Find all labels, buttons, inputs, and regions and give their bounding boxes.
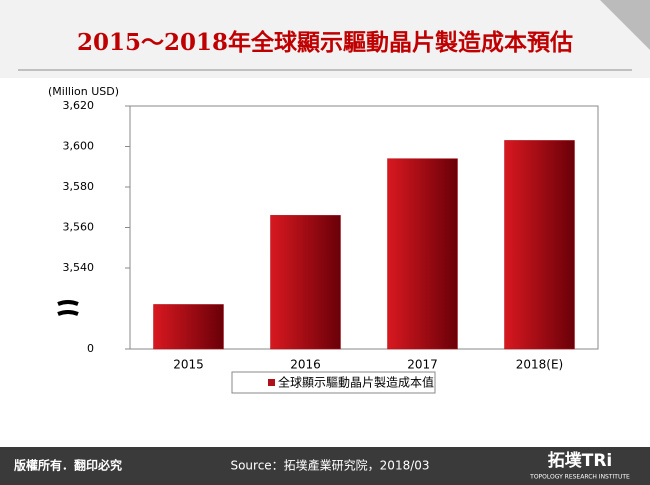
break-line — [57, 310, 79, 316]
legend-swatch — [268, 379, 275, 386]
y-tick-label: 3,620 — [63, 99, 95, 112]
footer-band — [0, 447, 650, 485]
copyright: 版權所有．翻印必究 — [14, 458, 122, 473]
bar — [270, 215, 341, 350]
axis-break — [57, 300, 79, 316]
chart-title: 2015～2018年全球顯示驅動晶片製造成本預估 — [77, 29, 573, 56]
bar — [387, 158, 458, 350]
header-band — [0, 0, 650, 78]
y-tick-label: 3,600 — [63, 140, 95, 153]
break-line — [57, 300, 79, 306]
logo-name: 拓墣TRi — [548, 451, 613, 471]
corner-decoration — [600, 0, 650, 50]
source: Source：拓墣產業研究院，2018/03 — [230, 458, 429, 473]
y-tick-label: 3,560 — [63, 221, 95, 234]
x-tick-label: 2018(E) — [516, 358, 563, 372]
bar — [153, 304, 224, 350]
y-axis-label: (Million USD) — [48, 85, 119, 98]
legend — [231, 371, 436, 394]
y-tick-label: 0 — [87, 342, 94, 355]
logo-sub: TOPOLOGY RESEARCH INSTITUTE — [529, 474, 630, 481]
x-tick-label: 2017 — [407, 358, 438, 372]
x-tick-label: 2015 — [173, 358, 204, 372]
y-tick-label: 3,580 — [63, 180, 95, 193]
bar — [504, 140, 575, 350]
y-tick-label: 3,540 — [63, 261, 95, 274]
x-tick-label: 2016 — [290, 358, 321, 372]
legend-label: 全球顯示驅動晶片製造成本值 — [278, 375, 434, 390]
